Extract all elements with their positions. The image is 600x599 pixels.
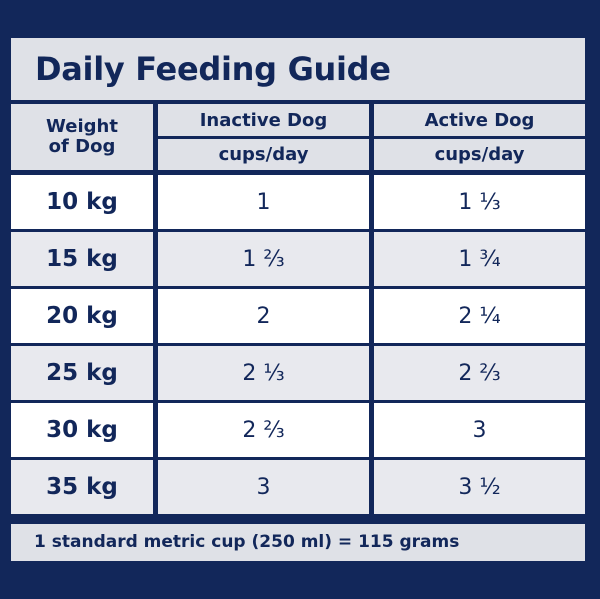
active-unit-header: cups/day — [374, 139, 585, 170]
table-cell-inactive: 2 — [158, 289, 369, 343]
footnote-bar: 1 standard metric cup (250 ml) = 115 gra… — [11, 524, 585, 561]
feeding-guide-card: Daily Feeding Guide Weight of Dog Inacti… — [11, 38, 585, 561]
table-row-weight: 20 kg — [11, 289, 153, 343]
weight-header-line2: of Dog — [48, 136, 116, 157]
weight-column-header: Weight of Dog — [11, 104, 153, 170]
table-row-weight: 25 kg — [11, 346, 153, 400]
table-cell-active: 1 ¾ — [374, 232, 585, 286]
table-row-weight: 35 kg — [11, 460, 153, 514]
weight-header-line1: Weight — [46, 116, 118, 137]
table-cell-inactive: 2 ⅓ — [158, 346, 369, 400]
table-cell-active: 2 ¼ — [374, 289, 585, 343]
title-bar: Daily Feeding Guide — [11, 38, 585, 100]
table-row-weight: 10 kg — [11, 175, 153, 229]
table-cell-inactive: 1 ⅔ — [158, 232, 369, 286]
table-row-weight: 30 kg — [11, 403, 153, 457]
footnote: 1 standard metric cup (250 ml) = 115 gra… — [34, 532, 460, 552]
table-cell-active: 3 ½ — [374, 460, 585, 514]
page-title: Daily Feeding Guide — [35, 50, 391, 88]
inactive-column-header: Inactive Dog — [158, 104, 369, 136]
table-cell-inactive: 2 ⅔ — [158, 403, 369, 457]
table-cell-active: 1 ⅓ — [374, 175, 585, 229]
table-cell-active: 3 — [374, 403, 585, 457]
table-cell-active: 2 ⅔ — [374, 346, 585, 400]
table-cell-inactive: 3 — [158, 460, 369, 514]
table-cell-inactive: 1 — [158, 175, 369, 229]
inactive-unit-header: cups/day — [158, 139, 369, 170]
active-column-header: Active Dog — [374, 104, 585, 136]
table-row-weight: 15 kg — [11, 232, 153, 286]
